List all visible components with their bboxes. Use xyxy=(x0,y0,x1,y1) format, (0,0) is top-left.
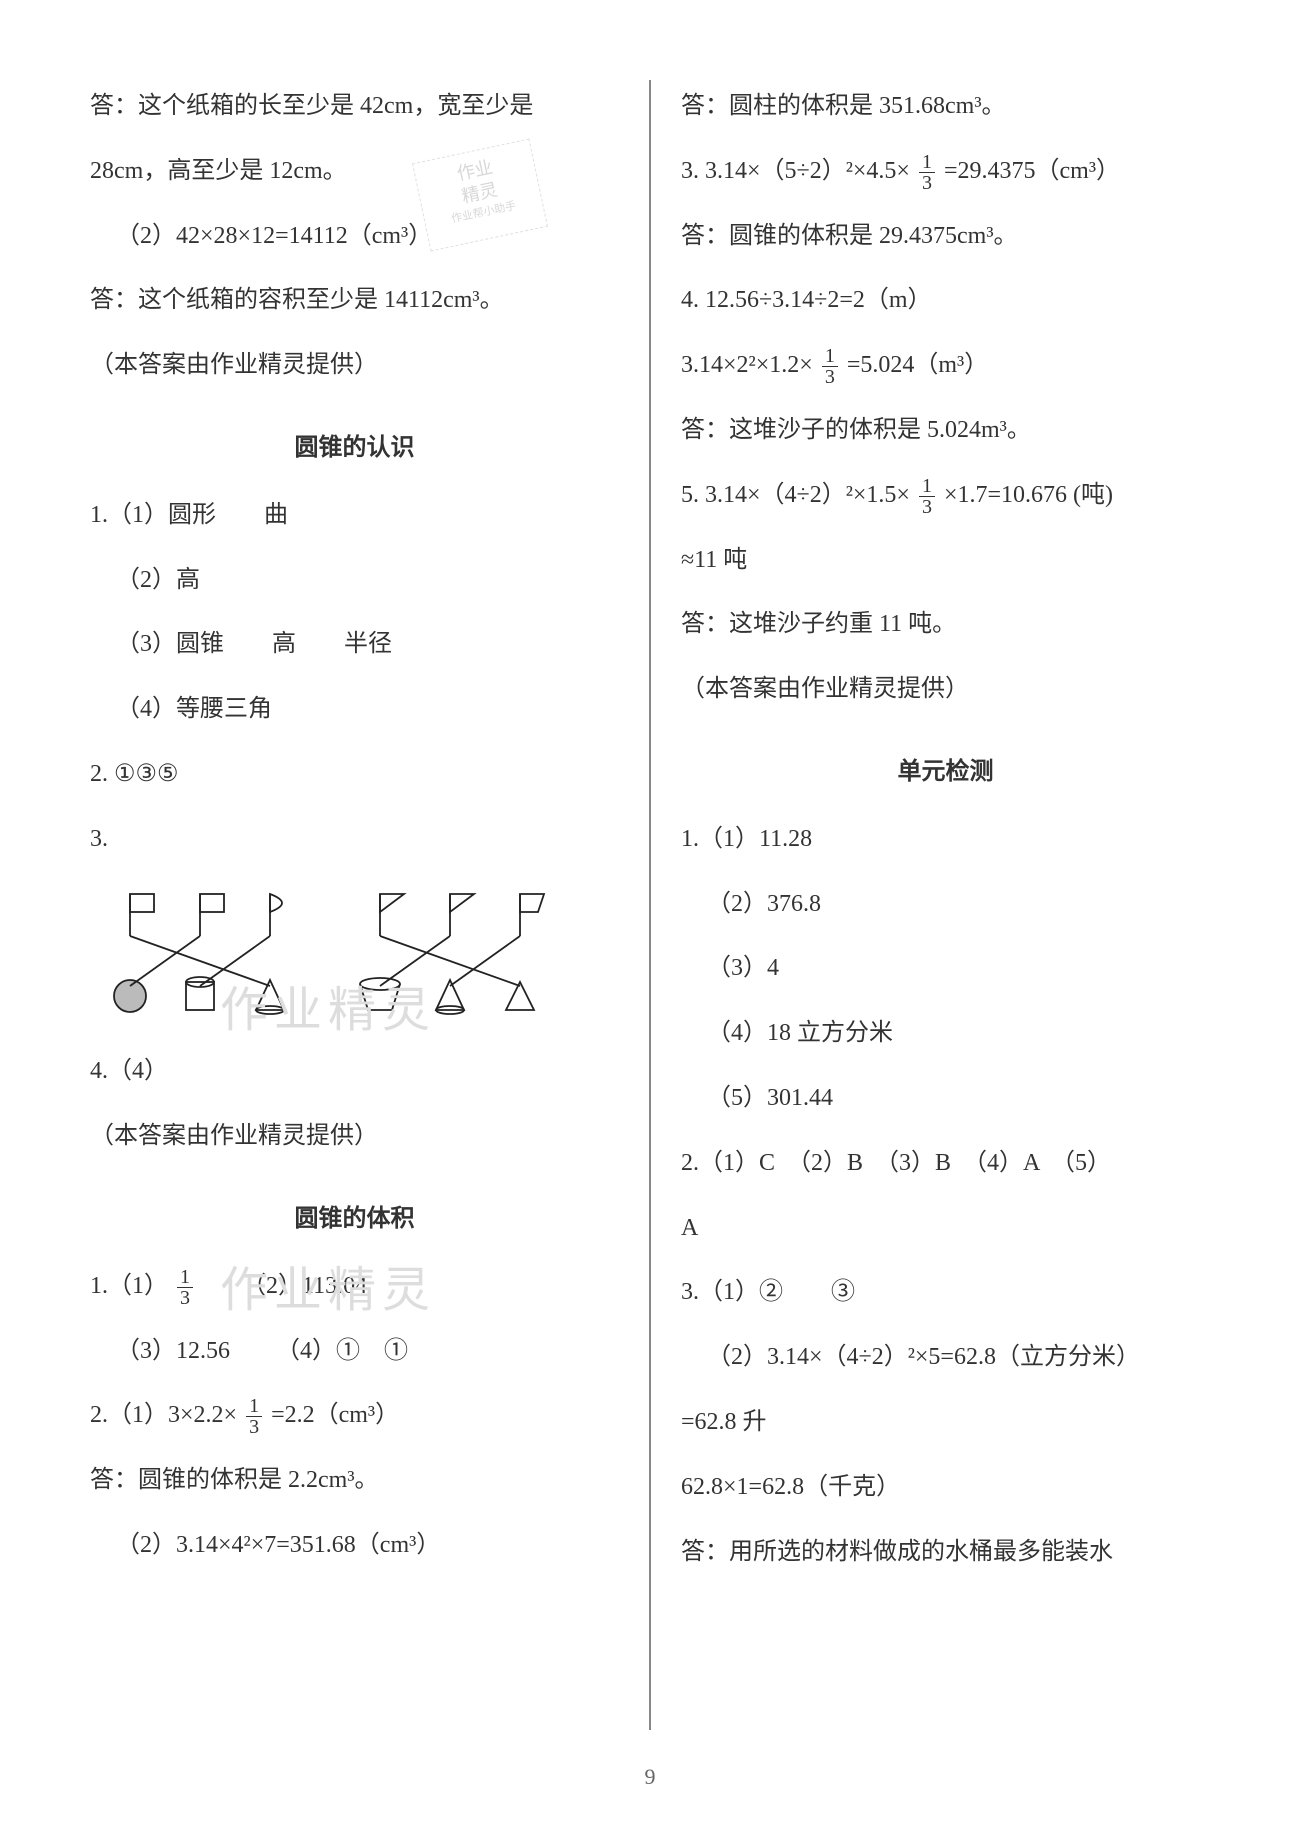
text-line: （本答案由作业精灵提供） xyxy=(90,1110,619,1163)
numerator: 1 xyxy=(919,476,935,497)
text-span: =5.024（m³） xyxy=(847,352,988,378)
page-columns: 答：这个纸箱的长至少是 42cm，宽至少是 28cm，高至少是 12cm。 （2… xyxy=(90,80,1210,1730)
text-line: 答：用所选的材料做成的水桶最多能装水 xyxy=(681,1526,1210,1579)
text-line: 答：这堆沙子的体积是 5.024m³。 xyxy=(681,404,1210,457)
denominator: 3 xyxy=(919,497,935,517)
text-line: （2）3.14×4²×7=351.68（cm³） xyxy=(90,1519,619,1572)
text-line: 2.（1）3×2.2× 1 3 =2.2（cm³） xyxy=(90,1389,619,1442)
text-line: 2.（1）C （2）B （3）B （4）A （5） xyxy=(681,1137,1210,1190)
text-line: （3）4 xyxy=(681,942,1210,995)
text-span: ×1.7=10.676 (吨) xyxy=(944,482,1113,508)
section-heading: 单元检测 xyxy=(681,746,1210,799)
text-span: 1.（1） xyxy=(90,1273,168,1299)
text-line: A xyxy=(681,1202,1210,1255)
text-line: 1.（1） 1 3 （2）113.04 xyxy=(90,1260,619,1313)
left-column: 答：这个纸箱的长至少是 42cm，宽至少是 28cm，高至少是 12cm。 （2… xyxy=(90,80,619,1730)
text-line: 答：圆锥的体积是 2.2cm³。 xyxy=(90,1454,619,1507)
fraction: 1 3 xyxy=(246,1396,262,1437)
text-line: 4.（4） xyxy=(90,1045,619,1098)
denominator: 3 xyxy=(246,1417,262,1437)
right-column: 答：圆柱的体积是 351.68cm³。 3. 3.14×（5÷2）²×4.5× … xyxy=(681,80,1210,1730)
numerator: 1 xyxy=(177,1267,193,1288)
text-span: 3.14×2²×1.2× xyxy=(681,352,813,378)
page-number: 9 xyxy=(0,1764,1300,1790)
text-line: （2）3.14×（4÷2）²×5=62.8（立方分米） xyxy=(681,1331,1210,1384)
text-line: 答：圆柱的体积是 351.68cm³。 xyxy=(681,80,1210,133)
text-line: 3. 3.14×（5÷2）²×4.5× 1 3 =29.4375（cm³） xyxy=(681,145,1210,198)
text-span: （2）113.04 xyxy=(242,1273,367,1299)
text-line: （2）376.8 xyxy=(681,878,1210,931)
numerator: 1 xyxy=(822,346,838,367)
text-line: 1.（1）11.28 xyxy=(681,813,1210,866)
text-line: （4）等腰三角 xyxy=(90,683,619,736)
denominator: 3 xyxy=(919,173,935,193)
text-line: （3）12.56 （4）① ① xyxy=(90,1325,619,1378)
matching-diagram xyxy=(90,886,619,1046)
text-line: 4. 12.56÷3.14÷2=2（m） xyxy=(681,274,1210,327)
text-span: 5. 3.14×（4÷2）²×1.5× xyxy=(681,482,910,508)
text-line: （本答案由作业精灵提供） xyxy=(90,339,619,392)
text-line: （4）18 立方分米 xyxy=(681,1007,1210,1060)
text-line: 1.（1）圆形 曲 xyxy=(90,489,619,542)
fraction: 1 3 xyxy=(919,476,935,517)
text-line: （2）高 xyxy=(90,554,619,607)
text-span: （3）12.56 xyxy=(116,1338,230,1364)
text-span: =29.4375（cm³） xyxy=(944,158,1120,184)
text-line: 答：这个纸箱的容积至少是 14112cm³。 xyxy=(90,274,619,327)
text-line: （5）301.44 xyxy=(681,1072,1210,1125)
text-line: 3.14×2²×1.2× 1 3 =5.024（m³） xyxy=(681,339,1210,392)
text-line: ≈11 吨 xyxy=(681,534,1210,587)
text-line: （3）圆锥 高 半径 xyxy=(90,618,619,671)
text-span: （4）① ① xyxy=(276,1338,408,1364)
text-line: 答：这堆沙子约重 11 吨。 xyxy=(681,598,1210,651)
text-line: 3. xyxy=(90,813,619,866)
fraction: 1 3 xyxy=(177,1267,193,1308)
text-line: =62.8 升 xyxy=(681,1396,1210,1449)
text-span: 3. 3.14×（5÷2）²×4.5× xyxy=(681,158,910,184)
text-span: 2.（1）3×2.2× xyxy=(90,1402,237,1428)
denominator: 3 xyxy=(177,1288,193,1308)
text-line: 答：圆锥的体积是 29.4375cm³。 xyxy=(681,210,1210,263)
numerator: 1 xyxy=(246,1396,262,1417)
fraction: 1 3 xyxy=(822,346,838,387)
fraction: 1 3 xyxy=(919,152,935,193)
text-line: 5. 3.14×（4÷2）²×1.5× 1 3 ×1.7=10.676 (吨) xyxy=(681,469,1210,522)
numerator: 1 xyxy=(919,152,935,173)
text-span: =2.2（cm³） xyxy=(271,1402,399,1428)
text-line: 答：这个纸箱的长至少是 42cm，宽至少是 xyxy=(90,80,619,133)
text-line: 62.8×1=62.8（千克） xyxy=(681,1461,1210,1514)
text-line: 3.（1）② ③ xyxy=(681,1266,1210,1319)
section-heading: 圆锥的体积 xyxy=(90,1193,619,1246)
text-line: 2. ①③⑤ xyxy=(90,748,619,801)
denominator: 3 xyxy=(822,367,838,387)
text-line: （本答案由作业精灵提供） xyxy=(681,663,1210,716)
section-heading: 圆锥的认识 xyxy=(90,422,619,475)
column-divider xyxy=(649,80,651,1730)
